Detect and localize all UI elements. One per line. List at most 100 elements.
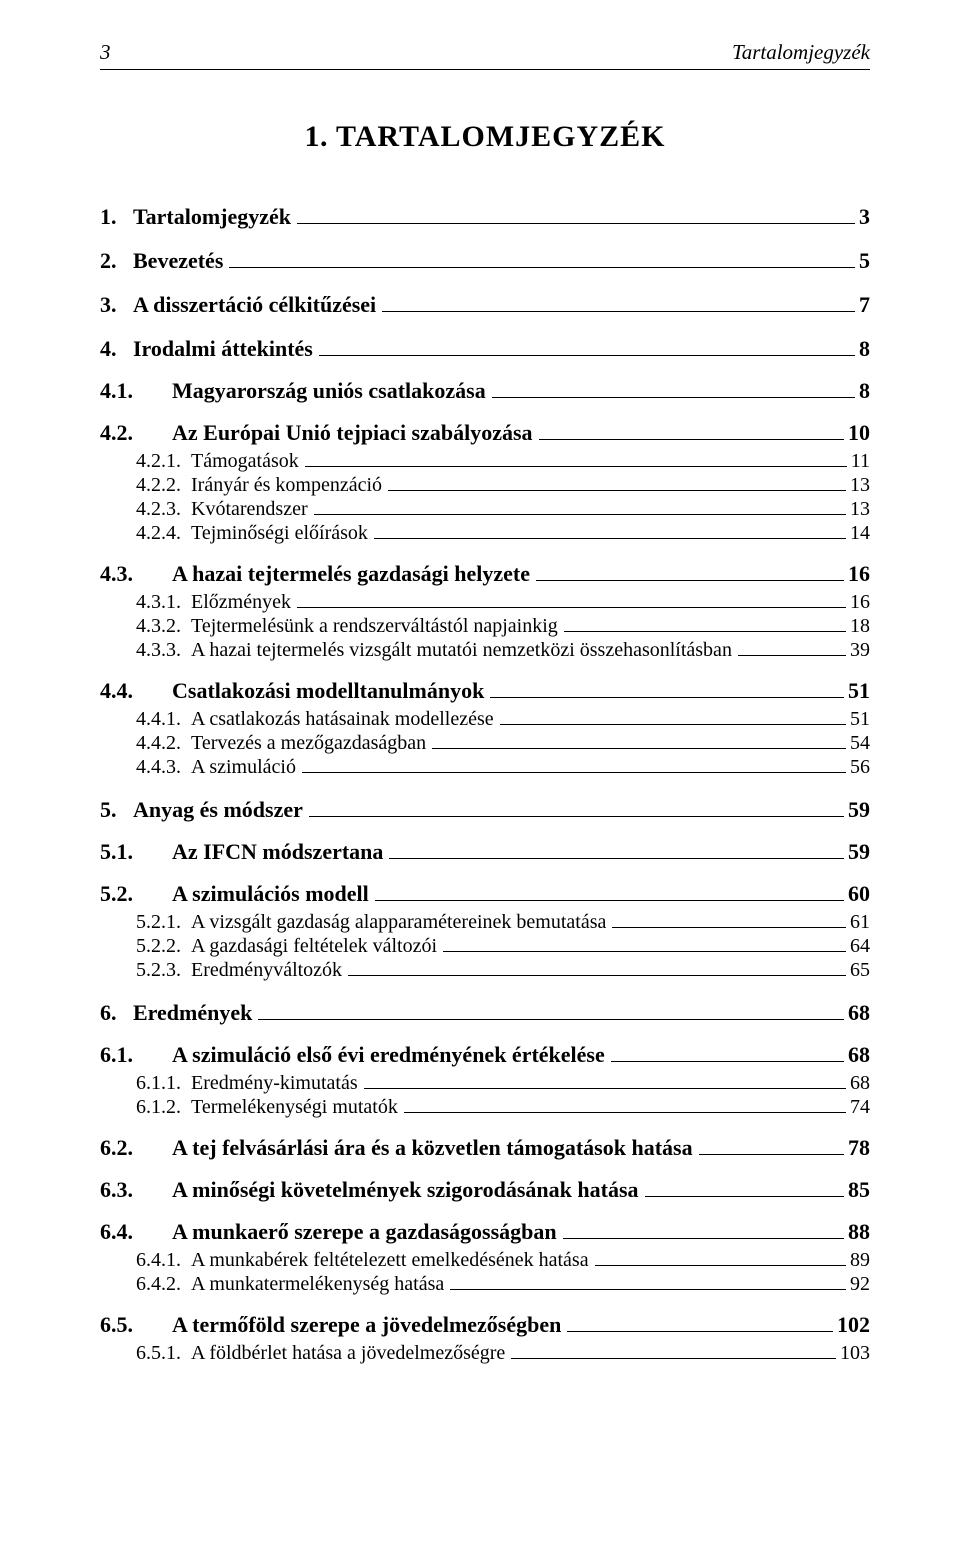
toc-entry-title: Kvótarendszer xyxy=(191,498,308,521)
toc-leader-line xyxy=(374,538,846,539)
toc-leader-line xyxy=(302,772,846,773)
toc-entry-number: 6.4.1. xyxy=(136,1249,191,1272)
page-header: 3 Tartalomjegyzék xyxy=(100,40,870,70)
toc-entry-title: A vizsgált gazdaság alapparamétereinek b… xyxy=(191,911,606,934)
toc-entry-number: 6.3. xyxy=(100,1177,172,1203)
toc-entry-number: 2. xyxy=(100,248,133,274)
running-title: Tartalomjegyzék xyxy=(732,40,870,65)
toc-entry-page: 103 xyxy=(840,1342,870,1365)
toc-entry-title: Támogatások xyxy=(191,450,299,473)
toc-leader-line xyxy=(539,439,844,440)
toc-entry-title: Eredmény-kimutatás xyxy=(191,1072,358,1095)
toc-leader-line xyxy=(432,748,846,749)
toc-leader-line xyxy=(389,858,844,859)
toc-entry-number: 4.2. xyxy=(100,420,172,446)
toc-entry-title: Anyag és módszer xyxy=(133,797,303,823)
toc-entry-page: 92 xyxy=(850,1273,870,1296)
toc-entry-title: Termelékenységi mutatók xyxy=(191,1096,398,1119)
toc-entry: 4.4.Csatlakozási modelltanulmányok51 xyxy=(100,678,870,704)
toc-entry: 4.4.1. A csatlakozás hatásainak modellez… xyxy=(100,708,870,731)
toc-entry-page: 18 xyxy=(850,615,870,638)
toc-leader-line xyxy=(314,514,846,515)
toc-leader-line xyxy=(563,1238,844,1239)
toc-leader-line xyxy=(319,355,855,356)
toc-entry-title: A munkatermelékenység hatása xyxy=(191,1273,444,1296)
toc-entry-page: 51 xyxy=(848,678,870,704)
toc-entry-number: 1. xyxy=(100,204,133,230)
toc-entry: 6.1.1. Eredmény-kimutatás 68 xyxy=(100,1072,870,1095)
toc-leader-line xyxy=(375,900,844,901)
toc-leader-line xyxy=(500,724,846,725)
toc-entry-title: Eredmények xyxy=(133,1000,252,1026)
toc-entry-number: 6.4. xyxy=(100,1219,172,1245)
page-title: 1. TARTALOMJEGYZÉK xyxy=(100,120,870,154)
toc-leader-line xyxy=(611,1061,844,1062)
toc-entry-page: 59 xyxy=(848,839,870,865)
toc-entry-number: 5. xyxy=(100,797,133,823)
toc-entry-page: 8 xyxy=(859,378,870,404)
toc-entry-number: 6.1.1. xyxy=(136,1072,191,1095)
toc-entry: 5.2.A szimulációs modell60 xyxy=(100,881,870,907)
toc-entry-title: Bevezetés xyxy=(133,248,223,274)
toc-leader-line xyxy=(229,267,855,268)
toc-entry-page: 16 xyxy=(850,591,870,614)
toc-entry: 6.2.A tej felvásárlási ára és a közvetle… xyxy=(100,1135,870,1161)
toc-entry-number: 5.2.3. xyxy=(136,959,191,982)
toc-entry-number: 4.3. xyxy=(100,561,172,587)
toc-entry-page: 65 xyxy=(850,959,870,982)
toc-entry: 6.4.1. A munkabérek feltételezett emelke… xyxy=(100,1249,870,1272)
toc-entry-page: 16 xyxy=(848,561,870,587)
toc-entry: 4.4.3. A szimuláció56 xyxy=(100,756,870,779)
toc-entry-page: 102 xyxy=(837,1312,870,1338)
toc-entry-title: Az IFCN módszertana xyxy=(172,839,383,865)
toc-entry: 6.1.2. Termelékenységi mutatók74 xyxy=(100,1096,870,1119)
toc-entry: 4.4.2. Tervezés a mezőgazdaságban54 xyxy=(100,732,870,755)
page: 3 Tartalomjegyzék 1. TARTALOMJEGYZÉK 1. … xyxy=(0,0,960,1426)
toc-entry-page: 13 xyxy=(850,498,870,521)
toc-entry-number: 6.1. xyxy=(100,1042,172,1068)
toc-entry-page: 10 xyxy=(848,420,870,446)
toc-entry-number: 4.2.4. xyxy=(136,522,191,545)
toc-entry-title: A gazdasági feltételek változói xyxy=(191,935,437,958)
toc-entry: 4.2.2. Irányár és kompenzáció13 xyxy=(100,474,870,497)
toc-leader-line xyxy=(443,951,846,952)
toc-entry-page: 13 xyxy=(850,474,870,497)
toc-entry-page: 88 xyxy=(848,1219,870,1245)
toc-entry-number: 6.2. xyxy=(100,1135,172,1161)
toc-entry-page: 78 xyxy=(848,1135,870,1161)
toc-entry: 4.2.3. Kvótarendszer 13 xyxy=(100,498,870,521)
toc-entry-number: 4.2.3. xyxy=(136,498,191,521)
toc-entry-title: A hazai tejtermelés vizsgált mutatói nem… xyxy=(191,639,732,662)
toc-entry-title: Tervezés a mezőgazdaságban xyxy=(191,732,426,755)
toc-entry-number: 4.4.3. xyxy=(136,756,191,779)
toc-entry-title: Eredményváltozók xyxy=(191,959,342,982)
toc-entry-title: A csatlakozás hatásainak modellezése xyxy=(191,708,494,731)
toc-entry-page: 59 xyxy=(848,797,870,823)
toc-entry: 5. Anyag és módszer 59 xyxy=(100,797,870,823)
toc-entry-number: 4.4. xyxy=(100,678,172,704)
toc-entry-title: Irodalmi áttekintés xyxy=(133,336,313,362)
page-number: 3 xyxy=(100,40,111,65)
toc-entry: 4.2.1. Támogatások11 xyxy=(100,450,870,473)
toc-entry-number: 4.2.2. xyxy=(136,474,191,497)
toc-entry-page: 68 xyxy=(848,1042,870,1068)
toc-entry-page: 68 xyxy=(850,1072,870,1095)
toc-entry: 5.2.2. A gazdasági feltételek változói64 xyxy=(100,935,870,958)
toc-leader-line xyxy=(595,1265,846,1266)
toc-entry-number: 4.4.1. xyxy=(136,708,191,731)
toc-entry-page: 11 xyxy=(851,450,870,473)
toc-entry-title: A szimuláció xyxy=(191,756,296,779)
toc-leader-line xyxy=(309,816,844,817)
toc-leader-line xyxy=(364,1088,846,1089)
toc-entry-title: A hazai tejtermelés gazdasági helyzete xyxy=(172,561,530,587)
toc-entry-title: A munkabérek feltételezett emelkedésének… xyxy=(191,1249,589,1272)
toc-entry: 5.2.1. A vizsgált gazdaság alapparaméter… xyxy=(100,911,870,934)
toc-entry: 6.4.A munkaerő szerepe a gazdaságosságba… xyxy=(100,1219,870,1245)
toc-leader-line xyxy=(490,697,844,698)
toc-entry-title: A termőföld szerepe a jövedelmezőségben xyxy=(172,1312,561,1338)
toc-leader-line xyxy=(258,1019,844,1020)
toc-entry-page: 14 xyxy=(850,522,870,545)
toc-entry-title: Magyarország uniós csatlakozása xyxy=(172,378,486,404)
toc-leader-line xyxy=(492,397,855,398)
toc-entry: 4.2.Az Európai Unió tejpiaci szabályozás… xyxy=(100,420,870,446)
